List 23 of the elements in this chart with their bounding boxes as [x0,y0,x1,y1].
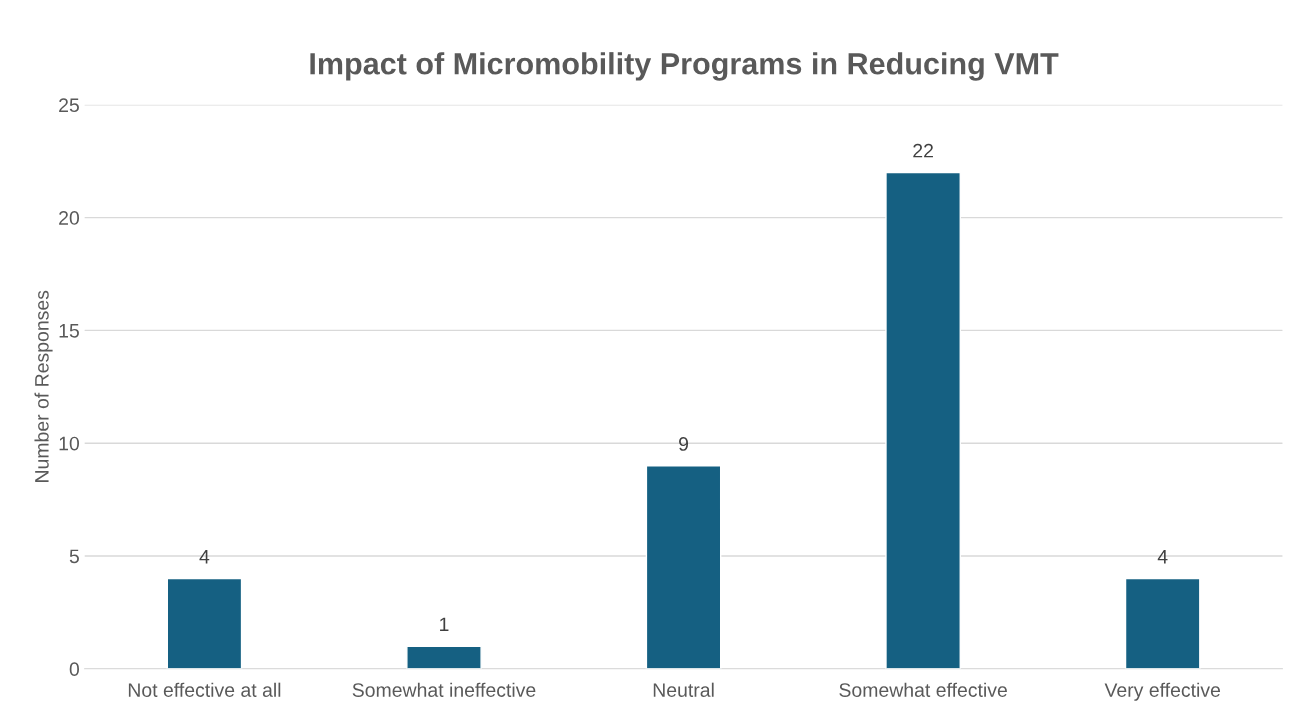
data-label: 22 [913,143,933,158]
y-tick-label: 10 [59,436,80,451]
bar [406,645,482,669]
bar [885,171,961,669]
bar [1124,577,1201,669]
bar [645,465,722,669]
chart-title: Impact of Micromobility Programs in Reducing VMT [310,52,1059,81]
x-tick-label: Somewhat effective [839,682,1007,697]
data-label: 4 [1157,550,1168,564]
x-tick-label: Neutral [653,682,714,697]
data-label: 4 [199,550,210,564]
data-label: 1 [440,617,449,632]
x-tick-label: Somewhat ineffective [352,682,536,697]
y-tick-label: 5 [69,549,79,564]
data-label: 9 [679,437,689,451]
y-tick-label: 25 [59,98,79,113]
y-tick-label: 20 [59,211,80,225]
bar [166,577,243,669]
x-tick-label: Very effective [1104,682,1221,701]
y-tick-label: 15 [59,324,79,338]
y-tick-label: 0 [69,662,80,677]
x-tick-label: Not effective at all [128,682,281,697]
y-axis-title: Number of Responses [34,290,53,482]
